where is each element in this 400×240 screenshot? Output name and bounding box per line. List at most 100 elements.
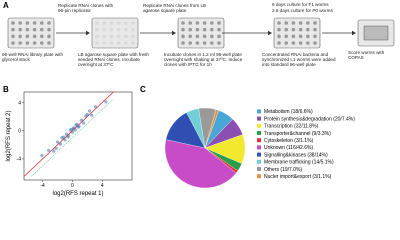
point: [54, 146, 58, 150]
figure-canvas: A B C -4 0 4 -4 0 4 log2(RFS repeat 1) log2(RFS…: [3, 1, 395, 197]
well: [306, 34, 310, 39]
well: [25, 27, 30, 32]
well: [313, 34, 317, 39]
transfer-label: 2.5 days culture for P0 worms: [272, 8, 333, 13]
y-axis-label: log2(RFS repeat 2): [6, 110, 12, 161]
x-tick-label: -4: [40, 183, 45, 189]
well: [116, 41, 121, 45]
well: [116, 21, 121, 25]
legend-label: Transcription (32/11.8%): [264, 124, 319, 130]
transfer-label: Replicate RNAi clones with 96-pin replic…: [58, 3, 114, 14]
legend-swatch: [257, 152, 261, 157]
well: [217, 34, 221, 39]
well: [202, 21, 207, 25]
point: [52, 149, 56, 153]
well: [95, 34, 99, 39]
well: [47, 41, 51, 45]
well: [32, 27, 37, 32]
well: [291, 21, 296, 25]
well: [40, 21, 44, 25]
transfer-label: Replicate RNAi clones from LB agarose sq…: [143, 3, 207, 14]
point: [90, 113, 94, 117]
well: [32, 34, 37, 39]
well: [188, 21, 192, 25]
well: [210, 21, 214, 25]
well: [40, 27, 44, 32]
point: [58, 142, 63, 146]
well: [298, 34, 303, 39]
well: [291, 34, 296, 39]
well: [40, 34, 44, 39]
step-label: 96-well RNAi library plate with glycerol…: [2, 52, 64, 63]
well: [102, 34, 106, 39]
arrow-head: [86, 30, 90, 36]
well: [116, 27, 121, 32]
well: [298, 21, 303, 25]
legend-label: Transporter&channel (9/3.3%): [264, 131, 331, 137]
well: [210, 27, 214, 32]
well: [109, 41, 114, 45]
legend-swatch: [257, 167, 261, 171]
pie-slice: [204, 109, 219, 149]
copas-machine: [363, 25, 389, 41]
legend-swatch: [257, 174, 261, 179]
well: [277, 34, 281, 39]
legend-label: Cytoskeleton (3/1.1%): [264, 138, 314, 144]
point: [76, 125, 80, 129]
legend-swatch: [257, 109, 261, 114]
well: [18, 21, 23, 25]
well: [124, 27, 128, 32]
point: [74, 123, 78, 127]
threshold-line: [31, 98, 114, 177]
panel-label: A: [3, 1, 9, 10]
step-label: Concentrated RNAi bacteria and synchroni…: [262, 52, 336, 68]
well: [131, 41, 135, 45]
well: [102, 27, 106, 32]
well: [25, 21, 30, 25]
legend-label: Metabolism (18/6.6%): [264, 109, 313, 115]
legend-label: Unknown (116/42.6%): [264, 145, 313, 151]
well: [102, 41, 106, 45]
arrow-head: [172, 30, 176, 36]
well: [291, 27, 296, 32]
well: [298, 27, 303, 32]
well: [217, 41, 221, 45]
well: [11, 34, 15, 39]
well: [188, 41, 192, 45]
well: [109, 34, 114, 39]
well: [181, 27, 185, 32]
well: [109, 27, 114, 32]
well: [313, 41, 317, 45]
arrow-head: [352, 30, 356, 36]
well: [116, 34, 121, 39]
plate: [91, 17, 139, 49]
step-label: LB agarose square plate with fresh seede…: [78, 52, 149, 68]
well: [195, 41, 200, 45]
well: [25, 41, 30, 45]
legend-label: Protein synthesis&degradation (20/7.4%): [264, 116, 355, 122]
pie-slice: [164, 139, 237, 189]
well: [124, 34, 128, 39]
well: [18, 27, 23, 32]
legend-swatch: [257, 159, 261, 164]
well: [11, 21, 15, 25]
point: [104, 100, 108, 104]
well: [298, 41, 303, 45]
well: [195, 34, 200, 39]
plate: [7, 17, 55, 49]
well: [284, 34, 289, 39]
legend-swatch: [257, 145, 261, 150]
y-tick-label: 4: [18, 100, 21, 106]
well: [277, 41, 281, 45]
transfer-label: 6 days culture for F1 worms: [272, 2, 329, 7]
panel-label: C: [140, 85, 146, 94]
well: [284, 21, 289, 25]
well: [195, 21, 200, 25]
well: [18, 34, 23, 39]
well: [284, 41, 289, 45]
well: [284, 27, 289, 32]
well: [277, 21, 281, 25]
well: [131, 27, 135, 32]
x-axis-label: log2(RFS repeat 1): [52, 191, 103, 197]
well: [47, 27, 51, 32]
